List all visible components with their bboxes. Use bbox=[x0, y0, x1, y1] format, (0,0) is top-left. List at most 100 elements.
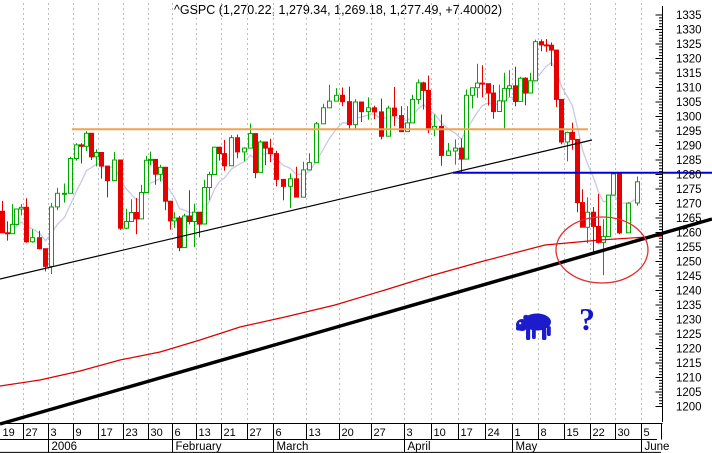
candle-body bbox=[10, 223, 15, 235]
x-tick-label: 10 bbox=[434, 427, 446, 439]
y-axis-label: 1235 bbox=[676, 300, 702, 312]
candle-body bbox=[268, 147, 273, 155]
candle-body bbox=[446, 150, 451, 156]
candle-body bbox=[74, 144, 79, 159]
candle-body bbox=[421, 82, 426, 91]
candle-body bbox=[379, 111, 384, 137]
month-label: May bbox=[516, 441, 538, 453]
y-axis-label: 1325 bbox=[676, 39, 702, 51]
x-tick-label: 23 bbox=[126, 427, 138, 439]
candle-body bbox=[528, 80, 533, 94]
candle-body bbox=[544, 44, 549, 47]
x-tick-label: 9 bbox=[76, 427, 82, 439]
x-tick-label: 3 bbox=[407, 427, 413, 439]
month-label: March bbox=[277, 441, 309, 453]
candle-body bbox=[235, 137, 240, 153]
candle-body bbox=[163, 166, 168, 202]
candle-body bbox=[570, 131, 575, 140]
candle-body bbox=[470, 87, 475, 96]
candle-body bbox=[523, 77, 528, 94]
y-axis-label: 1275 bbox=[676, 184, 702, 196]
candle-body bbox=[134, 212, 139, 220]
y-axis-label: 1285 bbox=[676, 155, 702, 167]
candle-body bbox=[84, 132, 89, 147]
y-axis-label: 1255 bbox=[676, 242, 702, 254]
candle-body bbox=[192, 211, 197, 222]
candle-body bbox=[497, 100, 502, 113]
candle-body bbox=[0, 210, 5, 234]
candle-body bbox=[486, 83, 491, 94]
candle-body bbox=[372, 107, 377, 113]
candle-body bbox=[314, 123, 319, 164]
candle-body bbox=[99, 152, 104, 167]
candle-body bbox=[502, 87, 507, 102]
candle-body bbox=[585, 211, 590, 228]
candle-body bbox=[172, 217, 177, 222]
candle-body bbox=[197, 211, 202, 225]
candle-body bbox=[533, 41, 538, 82]
candle-body bbox=[405, 122, 410, 133]
candle-body bbox=[187, 215, 192, 222]
x-tick-label: 13 bbox=[199, 427, 211, 439]
month-label: 2006 bbox=[52, 441, 78, 453]
candles-layer bbox=[0, 39, 640, 276]
candle-body bbox=[539, 41, 544, 46]
month-label: June bbox=[645, 441, 670, 453]
candle-body bbox=[591, 211, 596, 227]
x-tick-label: 17 bbox=[461, 427, 473, 439]
candle-body bbox=[480, 82, 485, 85]
candle-body bbox=[94, 152, 99, 158]
candle-body bbox=[611, 173, 616, 196]
y-axis-label: 1265 bbox=[676, 213, 702, 225]
y-axis-label: 1230 bbox=[676, 315, 702, 327]
candle-body bbox=[327, 100, 332, 109]
candle-body bbox=[49, 206, 54, 267]
x-tick-label: 15 bbox=[567, 427, 579, 439]
y-axis-label: 1270 bbox=[676, 199, 702, 211]
x-tick-label: 17 bbox=[101, 427, 113, 439]
y-axis-label: 1315 bbox=[676, 68, 702, 80]
x-tick-label: 24 bbox=[488, 427, 500, 439]
x-tick-label: 21 bbox=[224, 427, 236, 439]
bear-icon bbox=[516, 313, 551, 340]
candle-body bbox=[37, 237, 42, 250]
candle-body bbox=[281, 178, 286, 187]
candle-body bbox=[626, 202, 631, 234]
candle-body bbox=[24, 206, 29, 243]
candle-body bbox=[617, 173, 622, 234]
candle-body bbox=[153, 158, 158, 175]
candle-body bbox=[182, 215, 187, 249]
x-tick-label: 27 bbox=[26, 427, 38, 439]
candle-body bbox=[340, 94, 345, 103]
candle-body bbox=[212, 146, 217, 175]
x-tick-label: 27 bbox=[250, 427, 262, 439]
x-tick-label: 30 bbox=[618, 427, 630, 439]
candle-body bbox=[353, 101, 358, 126]
candle-body bbox=[118, 159, 123, 229]
candle-body bbox=[168, 200, 173, 222]
candle-body bbox=[14, 208, 19, 225]
y-axis-label: 1260 bbox=[676, 228, 702, 240]
candle-body bbox=[222, 153, 227, 167]
candle-body bbox=[288, 178, 293, 187]
candle-body bbox=[459, 147, 464, 160]
y-axis-label: 1330 bbox=[676, 25, 702, 37]
x-tick-label: 5 bbox=[644, 427, 650, 439]
candle-body bbox=[347, 101, 352, 126]
thin-trendline bbox=[0, 139, 593, 280]
candle-body bbox=[439, 125, 444, 156]
thick-trendline bbox=[0, 217, 712, 426]
candle-body bbox=[366, 107, 371, 113]
candle-body bbox=[263, 141, 268, 149]
x-tick-label: 30 bbox=[151, 427, 163, 439]
month-label: April bbox=[408, 441, 431, 453]
x-tick-label: 22 bbox=[593, 427, 605, 439]
y-axis-label: 1305 bbox=[676, 97, 702, 109]
y-axis-label: 1290 bbox=[676, 141, 702, 153]
candle-body bbox=[453, 147, 458, 152]
candle-body bbox=[596, 225, 601, 243]
chart-title-quote: ^GSPC (1,270.22, 1,279.34, 1,269.18, 1,2… bbox=[174, 3, 502, 17]
candle-body bbox=[392, 107, 397, 117]
month-label: February bbox=[176, 441, 222, 453]
